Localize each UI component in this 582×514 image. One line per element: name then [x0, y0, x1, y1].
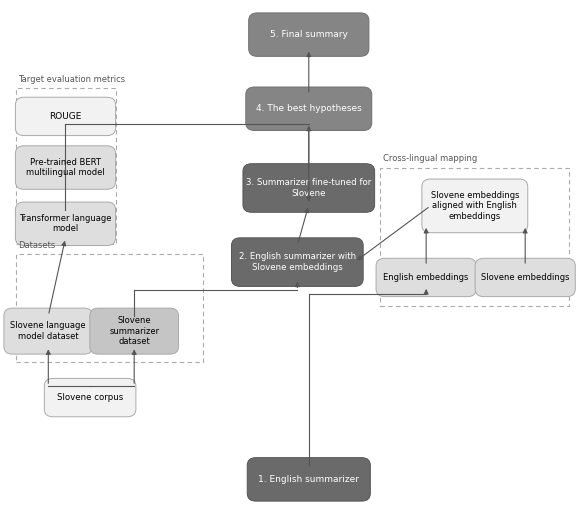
FancyBboxPatch shape [15, 97, 116, 136]
Text: Target evaluation metrics: Target evaluation metrics [19, 75, 126, 84]
FancyBboxPatch shape [246, 87, 372, 131]
Bar [16, 88, 116, 244]
Text: Slovene embeddings: Slovene embeddings [481, 273, 569, 282]
Text: Transformer language
model: Transformer language model [19, 214, 112, 233]
Text: Slovene language
model dataset: Slovene language model dataset [10, 321, 86, 341]
Text: Cross-lingual mapping: Cross-lingual mapping [383, 154, 477, 163]
Text: ROUGE: ROUGE [49, 112, 81, 121]
Bar [381, 168, 569, 305]
Text: 2. English summarizer with
Slovene embeddings: 2. English summarizer with Slovene embed… [239, 252, 356, 272]
Text: Slovene embeddings
aligned with English
embeddings: Slovene embeddings aligned with English … [431, 191, 519, 221]
FancyBboxPatch shape [4, 308, 93, 354]
FancyBboxPatch shape [249, 13, 369, 57]
Text: 5. Final summary: 5. Final summary [270, 30, 347, 39]
Text: 1. English summarizer: 1. English summarizer [258, 475, 359, 484]
Bar [16, 254, 204, 362]
FancyBboxPatch shape [475, 258, 575, 297]
FancyBboxPatch shape [243, 163, 375, 212]
FancyBboxPatch shape [15, 146, 116, 189]
FancyBboxPatch shape [15, 202, 116, 246]
FancyBboxPatch shape [44, 378, 136, 417]
FancyBboxPatch shape [90, 308, 179, 354]
Text: Slovene
summarizer
dataset: Slovene summarizer dataset [109, 316, 159, 346]
FancyBboxPatch shape [422, 179, 528, 233]
FancyBboxPatch shape [247, 457, 370, 501]
Text: 4. The best hypotheses: 4. The best hypotheses [256, 104, 361, 113]
Text: Datasets: Datasets [19, 242, 56, 250]
Text: Pre-trained BERT
multilingual model: Pre-trained BERT multilingual model [26, 158, 105, 177]
Text: English embeddings: English embeddings [384, 273, 469, 282]
FancyBboxPatch shape [376, 258, 476, 297]
FancyBboxPatch shape [232, 238, 363, 286]
Text: 3. Summarizer fine-tuned for
Slovene: 3. Summarizer fine-tuned for Slovene [246, 178, 371, 198]
Text: Slovene corpus: Slovene corpus [57, 393, 123, 402]
